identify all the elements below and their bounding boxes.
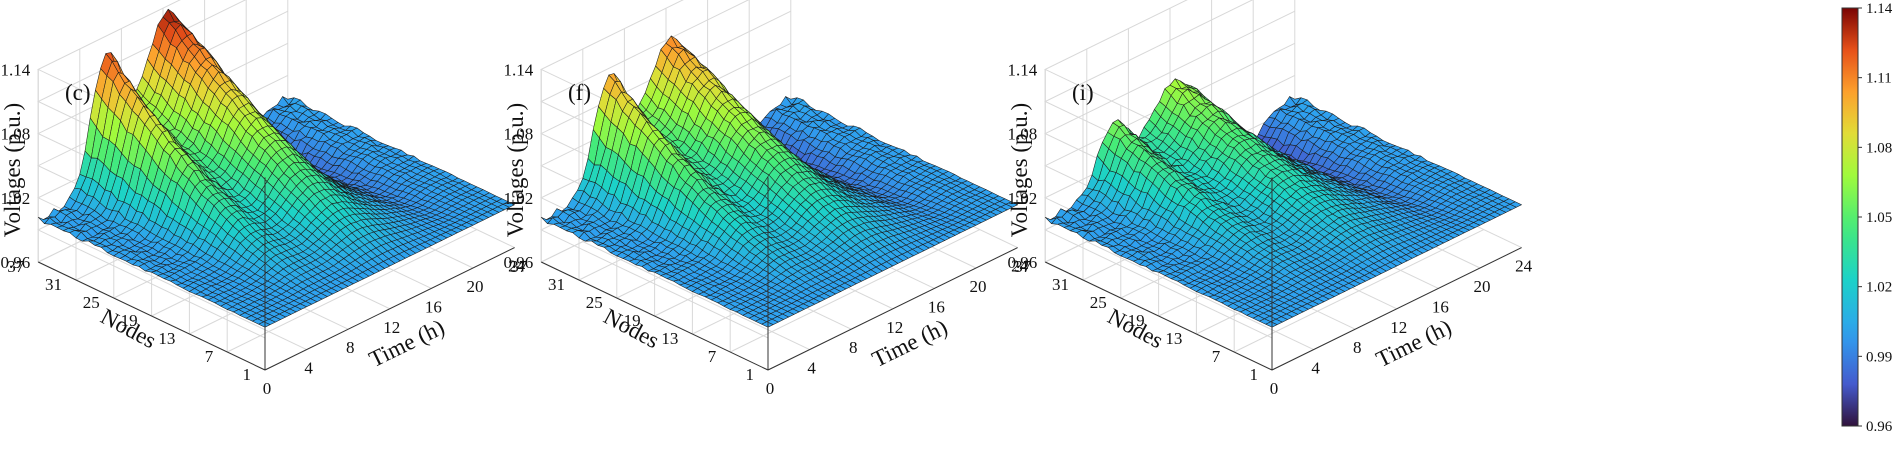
- z-tick-label: 1.14: [0, 60, 30, 79]
- y-tick-label: 1: [746, 365, 755, 384]
- y-tick-label: 37: [510, 257, 528, 276]
- y-tick-label: 1: [243, 365, 252, 384]
- z-tick-label: 1.02: [0, 189, 30, 208]
- z-tick-label: 0.96: [0, 253, 30, 272]
- y-tick-label: 25: [83, 293, 100, 312]
- y-tick-label: 31: [45, 275, 62, 294]
- x-tick-label: 8: [849, 338, 858, 357]
- y-tick-label: 7: [205, 347, 214, 366]
- surface: [37, 8, 515, 328]
- y-tick-label: 25: [586, 293, 603, 312]
- panel-f: 0.96 1.02 1.08 1.14 0 4 8 12 16 20 24 1 7 13 19 25 31 37 V…: [503, 0, 1029, 398]
- z-tick-label: 1.08: [503, 125, 533, 144]
- axes: [37, 177, 515, 371]
- y-tick-label: 19: [121, 311, 138, 330]
- z-tick-label: 1.08: [0, 125, 30, 144]
- y-tick-label: 13: [661, 329, 678, 348]
- z-tick-label: 1.14: [503, 60, 533, 79]
- x-tick-label: 4: [304, 359, 313, 378]
- panel-c: 0.96 1.02 1.08 1.14 0 4 8 12 16 20 24 1 7 13 19 25 31 37 V…: [0, 0, 526, 398]
- y-tick-label: 7: [708, 347, 717, 366]
- surface: [540, 35, 1018, 328]
- surface-patch: [502, 201, 515, 208]
- surface-patch: [1005, 201, 1018, 208]
- x-tick-label: 20: [467, 277, 484, 296]
- x-tick-label: 0: [766, 379, 775, 398]
- x-tick-label: 16: [425, 297, 442, 316]
- panel-i: 0.961.021.081.1404812162024171319253137V…: [1007, 0, 1533, 398]
- x-tick-label: 4: [807, 359, 816, 378]
- surface: [1044, 78, 1522, 328]
- x-tick-label: 8: [346, 338, 355, 357]
- y-tick-label: 37: [7, 257, 25, 276]
- z-tick-label: 1.02: [503, 189, 533, 208]
- z-tick-label: 0.96: [503, 253, 533, 272]
- panel-id-label: (f): [568, 80, 591, 105]
- z-axis-label: Voltages (p.u.): [0, 103, 25, 237]
- y-tick-label: 13: [158, 329, 175, 348]
- y-tick-label: 19: [624, 311, 641, 330]
- axes: [540, 177, 1018, 371]
- x-tick-label: 0: [263, 379, 272, 398]
- x-tick-label: 20: [970, 277, 987, 296]
- x-axis-label: Time (h): [365, 314, 448, 372]
- x-tick-label: 24: [508, 257, 526, 276]
- y-tick-label: 31: [548, 275, 565, 294]
- x-axis-label: Time (h): [868, 314, 951, 372]
- x-tick-label: 12: [383, 318, 400, 337]
- x-tick-label: 12: [886, 318, 903, 337]
- z-axis-label: Voltages (p.u.): [503, 103, 528, 237]
- x-tick-label: 16: [928, 297, 945, 316]
- panel-id-label: (c): [65, 80, 91, 105]
- x-tick-label: 24: [1011, 257, 1029, 276]
